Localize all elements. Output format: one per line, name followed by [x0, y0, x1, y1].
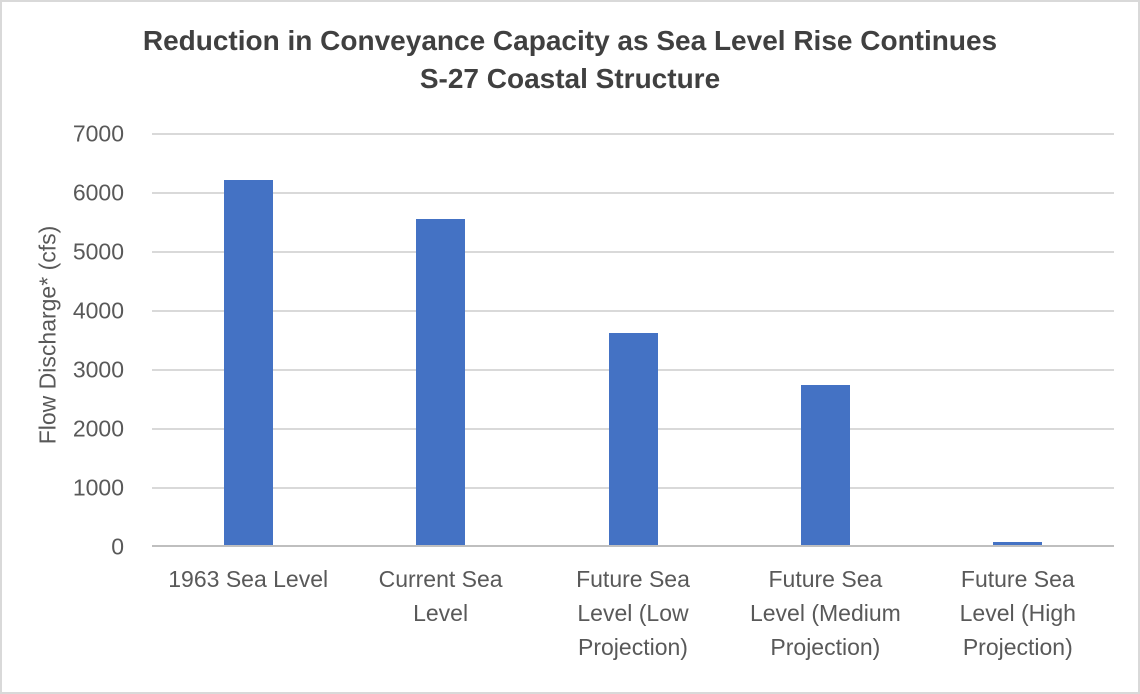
x-category-label: Future Sea Level (Low Projection): [576, 566, 690, 660]
y-tick-label: 2000: [72, 415, 124, 442]
chart-title-block: Reduction in Conveyance Capacity as Sea …: [2, 22, 1138, 98]
bar-4: [800, 385, 850, 545]
bar-2: [416, 219, 466, 545]
y-tick-label: 5000: [72, 238, 124, 265]
x-category-label: 1963 Sea Level: [168, 566, 329, 592]
plot-area: [152, 133, 1114, 547]
y-tick-label: 6000: [72, 179, 124, 206]
bar-5: [993, 542, 1043, 545]
chart-title: Reduction in Conveyance Capacity as Sea …: [142, 25, 998, 56]
gridline: [152, 310, 1114, 312]
chart-subtitle: S-27 Coastal Structure: [419, 63, 721, 94]
gridline: [152, 133, 1114, 135]
bar-1: [223, 180, 273, 545]
gridline: [152, 251, 1114, 253]
y-tick-label: 3000: [72, 356, 124, 383]
y-tick-label: 7000: [72, 120, 124, 147]
y-tick-label: 0: [111, 533, 124, 560]
x-category-label: Future Sea Level (High Projection): [959, 566, 1076, 660]
bar-3: [608, 333, 658, 545]
y-tick-label: 1000: [72, 474, 124, 501]
gridline: [152, 192, 1114, 194]
x-category-label: Current Sea Level: [378, 566, 503, 626]
y-tick-label: 4000: [72, 297, 124, 324]
x-category-label: Future Sea Level (Medium Projection): [749, 566, 901, 660]
